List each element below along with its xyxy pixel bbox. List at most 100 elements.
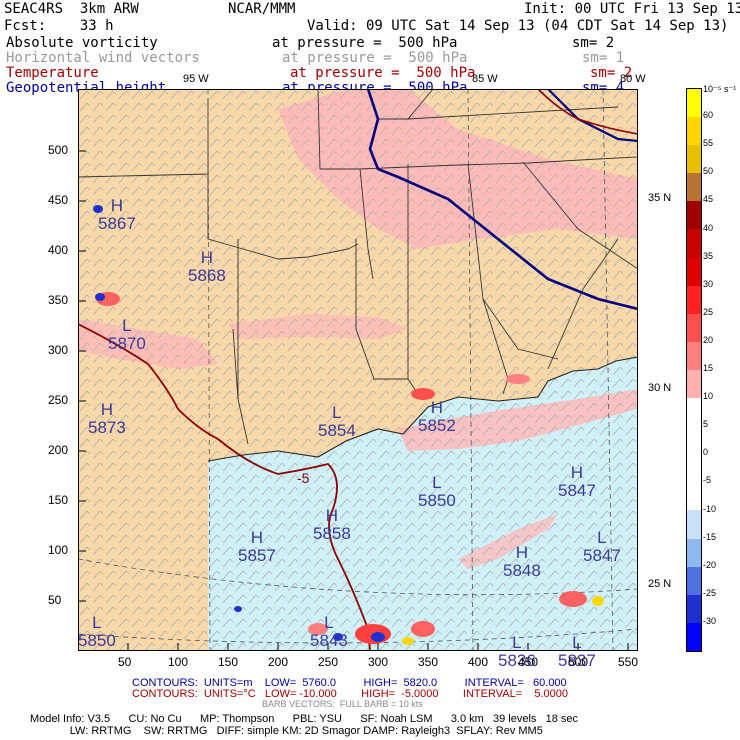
height-low-marker: L 5843 (310, 614, 348, 650)
lat-label-35n: 35 N (648, 192, 672, 204)
lon-label-95w: 95 W (183, 73, 209, 85)
field-wind-sm: sm= 1 (582, 50, 625, 66)
colorbar-label: -5 (703, 475, 712, 486)
marker-value: 5847 (583, 546, 621, 565)
y-tick-label: 500 (48, 143, 69, 157)
height-high-marker: H 5873 (88, 401, 126, 437)
colorbar-swatch (687, 510, 701, 539)
marker-letter: H (200, 248, 214, 267)
colorbar-label: 35 (703, 250, 714, 261)
lat-label-30n: 30 N (648, 382, 672, 394)
init-time: Init: 00 UTC Fri 13 Sep 13 (524, 1, 740, 17)
x-tick-label: 500 (568, 655, 589, 669)
field-wind-level: at pressure = 500 hPa (282, 50, 468, 66)
colorbar-swatch (687, 313, 701, 342)
x-tick-label: 450 (518, 655, 539, 669)
marker-letter: L (572, 633, 582, 652)
colorbar-label: 10 (703, 391, 714, 402)
marker-letter: L (432, 473, 442, 492)
marker-value: 5837 (558, 651, 596, 670)
colorbar-swatch (687, 538, 701, 567)
height-high-marker: H 5848 (503, 544, 541, 580)
temperature-contour (78, 323, 371, 651)
field-temp-sm: sm= 2 (590, 65, 633, 81)
marker-value: 5847 (558, 481, 596, 500)
model-info-2: LW: RRTMG SW: RRTMG DIFF: simple KM: 2D … (30, 725, 543, 737)
marker-letter: H (515, 543, 529, 562)
lat-label-25n: 25 N (648, 578, 672, 590)
height-high-marker: H 5867 (98, 197, 136, 233)
colorbar-label: 60 (703, 110, 714, 121)
colorbar-label: 30 (703, 278, 714, 289)
height-low-marker: L 5854 (318, 404, 356, 440)
colorbar-swatch (687, 622, 701, 651)
temperature-contour-east (537, 89, 638, 135)
colorbar-label: -15 (703, 531, 717, 542)
lat-lon-grid (78, 89, 638, 651)
y-tick-label: 50 (48, 593, 62, 607)
y-tick-label: 200 (48, 443, 69, 457)
barb-info: BARB VECTORS: FULL BARB = 10 kts (262, 699, 423, 709)
x-tick-label: 50 (118, 655, 132, 669)
colorbar-label: -10 (703, 503, 717, 514)
contour-info-height: CONTOURS: UNITS=m LOW= 5760.0 HIGH= 5820… (132, 677, 567, 689)
field-wind-name: Horizontal wind vectors (6, 50, 200, 66)
colorbar-swatch (687, 201, 701, 230)
height-high-marker: H 5857 (238, 529, 276, 565)
marker-letter: L (332, 403, 342, 422)
title-mid: NCAR/MMM (228, 1, 296, 17)
colorbar-label: 45 (703, 194, 714, 205)
colorbar-label: 0 (703, 447, 709, 458)
colorbar-swatch (687, 426, 701, 455)
marker-value: 5867 (98, 214, 136, 233)
field-temp-name: Temperature (6, 65, 99, 81)
colorbar-swatch (687, 566, 701, 595)
colorbar-swatch (687, 173, 701, 202)
colorbar-swatch (687, 285, 701, 314)
y-tick-label: 100 (48, 543, 69, 557)
marker-value: 5870 (108, 334, 146, 353)
height-contour-5820 (366, 89, 638, 311)
y-tick-label: 150 (48, 493, 69, 507)
marker-letter: H (110, 196, 124, 215)
x-tick-label: 200 (268, 655, 289, 669)
field-temp-level: at pressure = 500 hPa (290, 65, 476, 81)
field-vorticity-level: at pressure = 500 hPa (272, 35, 458, 51)
valid-time: Valid: 09 UTC Sat 14 Sep 13 (04 CDT Sat … (307, 18, 729, 34)
contour-info-temperature: CONTOURS: UNITS=°C LOW= -10.000 HIGH= -5… (132, 688, 569, 700)
x-axis-ticks (127, 643, 629, 651)
marker-letter: L (512, 633, 522, 652)
marker-value: 5873 (88, 418, 126, 437)
marker-value: 5850 (418, 491, 456, 510)
colorbar-swatch (687, 454, 701, 483)
colorbar-label: 50 (703, 166, 714, 177)
colorbar-swatch (687, 594, 701, 623)
height-low-marker: L 5870 (108, 317, 146, 353)
field-vorticity-sm: sm= 2 (572, 35, 615, 51)
x-tick-label: 350 (418, 655, 439, 669)
height-high-marker: H 5868 (188, 249, 226, 285)
y-axis-ticks (78, 150, 86, 602)
marker-value: 5836 (498, 651, 536, 670)
x-tick-label: 250 (318, 655, 339, 669)
height-low-marker: L 5837 (558, 634, 596, 670)
colorbar-label: 15 (703, 363, 714, 373)
colorbar (686, 88, 702, 652)
lon-label-85w: 85 W (472, 73, 498, 85)
marker-value: 5854 (318, 421, 356, 440)
colorbar-swatch (687, 341, 701, 370)
x-tick-label: 400 (468, 655, 489, 669)
marker-value: 5850 (78, 631, 116, 650)
marker-letter: H (100, 400, 114, 419)
marker-value: 5852 (418, 416, 456, 435)
y-tick-label: 450 (48, 193, 69, 207)
colorbar-swatch (687, 482, 701, 511)
title-left: SEAC4RS 3km ARW (4, 1, 139, 17)
lon-label-80w: 80 W (620, 73, 646, 85)
y-tick-label: 300 (48, 343, 69, 357)
height-low-marker: L 5836 (498, 634, 536, 670)
forecast-hour: Fcst: 33 h (4, 18, 114, 34)
height-low-marker: L 5850 (78, 614, 116, 650)
vorticity-blobs (93, 205, 604, 645)
marker-value: 5848 (503, 561, 541, 580)
